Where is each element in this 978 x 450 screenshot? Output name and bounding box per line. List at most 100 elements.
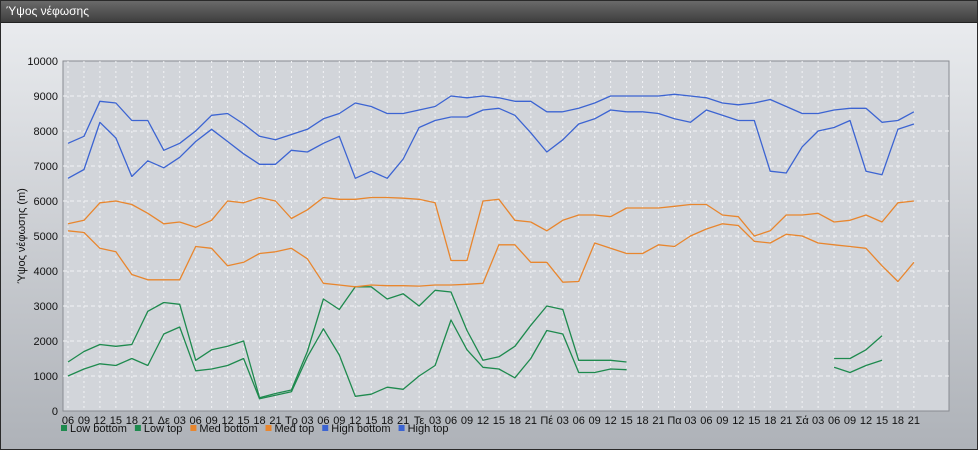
x-tick-label-47: 03	[812, 415, 824, 427]
x-tick-label-38: Πα	[667, 415, 682, 427]
legend-label-2: Med bottom	[199, 423, 257, 435]
x-tick-label-19: 15	[365, 415, 377, 427]
legend-swatch-0	[61, 425, 67, 431]
x-tick-label-50: 12	[860, 415, 872, 427]
series-0-line-1	[833, 359, 883, 374]
y-tick-label-10: 10000	[27, 56, 58, 68]
x-tick-label-37: 21	[652, 415, 664, 427]
legend-swatch-4	[322, 425, 329, 431]
x-tick-label-45: 21	[780, 415, 792, 427]
y-axis-ticks: 0 1000 2000 3000 4000 5000 6000 7000 8000 9000 100…	[27, 56, 58, 418]
x-tick-label-17: 09	[333, 415, 345, 427]
legend-swatch-2	[190, 425, 197, 431]
x-tick-label-12: 18	[253, 415, 265, 427]
x-tick-label-34: 12	[605, 415, 617, 427]
legend-item-4: High bottom	[322, 423, 391, 435]
x-tick-label-52: 18	[892, 415, 904, 427]
series-1-line-1	[834, 335, 883, 360]
x-tick-label-25: 09	[461, 415, 473, 427]
x-tick-label-0: 06	[62, 415, 74, 427]
legend-item-3: Med top	[265, 423, 315, 435]
title-bar: Ύψος νέφωσης	[1, 1, 977, 23]
x-tick-label-6: Δε	[158, 415, 170, 427]
legend-label-3: Med top	[275, 423, 315, 435]
y-tick-label-3: 3000	[34, 301, 58, 313]
series-0	[67, 319, 883, 400]
x-tick-label-33: 09	[589, 415, 601, 427]
x-tick-label-7: 03	[174, 415, 186, 427]
x-tick-label-2: 12	[94, 415, 106, 427]
x-tick-label-23: 03	[429, 415, 441, 427]
x-tick-label-27: 15	[493, 415, 505, 427]
series-layer	[67, 93, 915, 400]
legend-swatch-1	[134, 425, 141, 431]
x-tick-label-53: 21	[908, 415, 920, 427]
legend-swatch-5	[398, 425, 405, 431]
x-tick-label-21: 21	[397, 415, 409, 427]
x-tick-label-42: 12	[732, 415, 744, 427]
y-axis-label: Ύψος νέφωσης (m)	[16, 188, 28, 284]
x-tick-label-15: 03	[301, 415, 313, 427]
x-tick-label-9: 09	[206, 415, 218, 427]
x-tick-label-39: 03	[684, 415, 696, 427]
x-axis-ticks: 06 09 12 15 18 21 Δε 03 06 09 12 15 18 21 Τρ 03 06 09 12 15…	[62, 415, 920, 427]
series-3	[67, 196, 914, 262]
series-0-line-0	[67, 319, 627, 400]
x-tick-label-31: 03	[557, 415, 569, 427]
series-3-line-0	[67, 196, 914, 262]
y-tick-label-7: 7000	[34, 161, 58, 173]
y-tick-label-0: 0	[52, 406, 58, 418]
series-4-line-0	[67, 107, 915, 179]
x-tick-label-1: 09	[78, 415, 90, 427]
series-5	[67, 93, 915, 151]
y-tick-label-4: 4000	[34, 266, 58, 278]
x-tick-label-46: Σά	[796, 415, 810, 427]
y-tick-label-5: 5000	[34, 231, 58, 243]
x-tick-label-14: Τρ	[285, 415, 298, 427]
series-5-line-0	[67, 93, 915, 151]
series-1-line-0	[67, 286, 627, 399]
x-tick-label-11: 15	[237, 415, 249, 427]
x-tick-label-44: 18	[764, 415, 776, 427]
x-tick-label-36: 18	[636, 415, 648, 427]
y-tick-label-9: 9000	[34, 91, 58, 103]
x-tick-label-28: 18	[509, 415, 521, 427]
legend-label-1: Low top	[144, 423, 183, 435]
series-2	[67, 223, 915, 288]
series-2-line-0	[67, 223, 915, 288]
legend-item-1: Low top	[134, 423, 183, 435]
grid-lines	[63, 61, 949, 411]
x-tick-label-49: 09	[844, 415, 856, 427]
x-tick-label-35: 15	[620, 415, 632, 427]
x-tick-label-5: 21	[142, 415, 154, 427]
x-tick-label-8: 06	[190, 415, 202, 427]
x-tick-label-32: 06	[573, 415, 585, 427]
x-tick-label-10: 12	[221, 415, 233, 427]
legend-label-4: High bottom	[331, 423, 390, 435]
x-tick-label-48: 06	[828, 415, 840, 427]
legend: Low bottom Low top Med bottom Med top High b…	[61, 423, 449, 435]
y-tick-label-8: 8000	[34, 126, 58, 138]
x-tick-label-13: 21	[269, 415, 281, 427]
x-tick-label-29: 21	[525, 415, 537, 427]
legend-item-0: Low bottom	[61, 423, 127, 435]
x-tick-label-51: 15	[876, 415, 888, 427]
x-tick-label-18: 12	[349, 415, 361, 427]
x-tick-label-22: Τε	[414, 415, 425, 427]
legend-label-0: Low bottom	[70, 423, 127, 435]
legend-label-5: High top	[408, 423, 449, 435]
x-tick-label-4: 18	[126, 415, 138, 427]
legend-swatch-3	[265, 425, 272, 431]
y-tick-label-6: 6000	[34, 196, 58, 208]
x-tick-label-43: 15	[748, 415, 760, 427]
series-4	[67, 107, 915, 179]
y-tick-label-2: 2000	[34, 336, 58, 348]
x-tick-label-26: 12	[477, 415, 489, 427]
x-tick-label-20: 18	[381, 415, 393, 427]
legend-item-2: Med bottom	[190, 423, 258, 435]
y-tick-label-1: 1000	[34, 371, 58, 383]
window-title: Ύψος νέφωσης	[6, 4, 89, 18]
x-tick-label-41: 09	[716, 415, 728, 427]
